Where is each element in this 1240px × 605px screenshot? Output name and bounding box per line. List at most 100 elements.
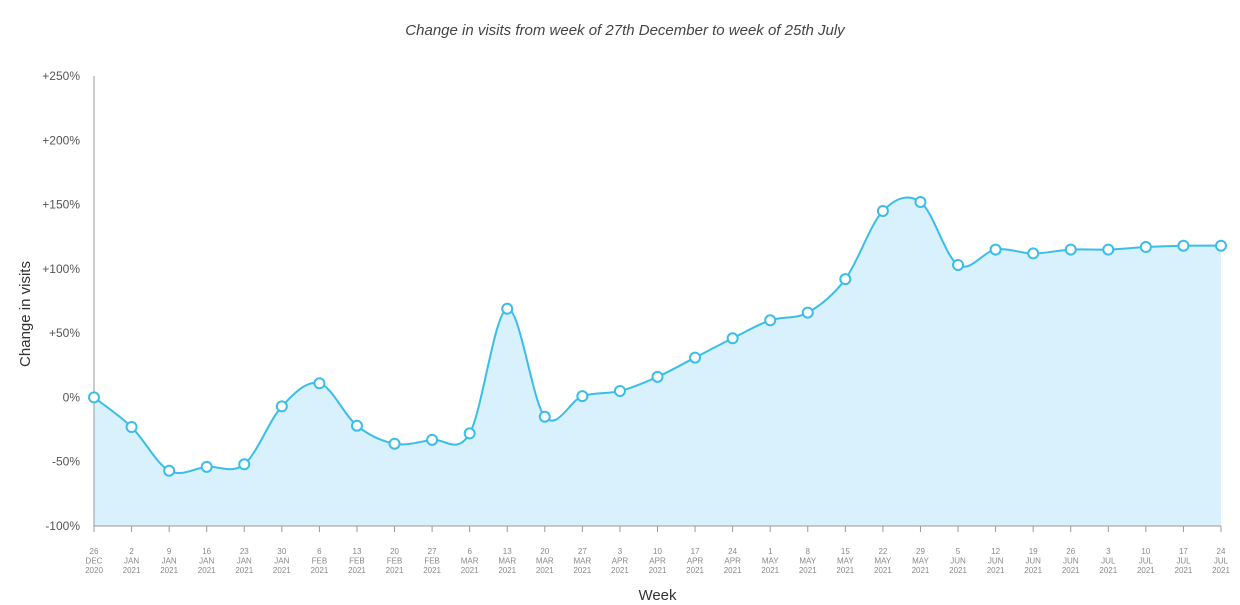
x-tick-label: 9 (167, 547, 172, 556)
x-tick-label: 2021 (1024, 566, 1042, 575)
x-tick-label: APR (612, 557, 629, 566)
x-tick-label: JAN (124, 557, 139, 566)
data-point (200, 460, 213, 473)
x-tick-label: JUN (950, 557, 966, 566)
x-tick-label: 2021 (273, 566, 291, 575)
chart-title: Change in visits from week of 27th Decem… (405, 22, 845, 39)
x-tick-label: 2021 (386, 566, 404, 575)
x-tick-label: 3 (1106, 547, 1111, 556)
x-tick-label: FEB (349, 557, 365, 566)
x-tick-label: 5 (956, 547, 961, 556)
x-tick-label: JAN (274, 557, 289, 566)
x-tick-label: 2021 (1137, 566, 1155, 575)
x-tick-label: 13 (503, 547, 512, 556)
x-tick-label: JUN (1025, 557, 1041, 566)
x-tick-label: JUN (988, 557, 1004, 566)
data-point (463, 427, 476, 440)
x-tick-label: 15 (841, 547, 850, 556)
data-point (914, 196, 927, 208)
data-point (876, 205, 889, 217)
x-tick-label: 2021 (912, 566, 930, 575)
x-axis-label: Week (638, 587, 677, 604)
x-tick-label: 2021 (1175, 566, 1193, 575)
x-tick-label: MAY (837, 557, 854, 566)
data-point (125, 421, 138, 433)
x-tick-label: 2021 (686, 566, 704, 575)
x-tick-label: 10 (1141, 547, 1150, 556)
x-tick-label: 2021 (949, 566, 967, 575)
x-tick-label: 2021 (123, 566, 141, 575)
x-tick-label: 2021 (498, 566, 516, 575)
x-tick-label: 2021 (198, 566, 216, 575)
x-tick-label: JAN (199, 557, 214, 566)
x-tick-label: APR (724, 557, 741, 566)
x-tick-label: 2021 (348, 566, 366, 575)
x-tick-label: 29 (916, 547, 925, 556)
x-tick-label: 6 (317, 547, 322, 556)
data-point (952, 259, 965, 271)
data-point (538, 410, 551, 423)
x-tick-label: 2021 (611, 566, 629, 575)
data-point (1215, 239, 1227, 252)
data-point (1027, 247, 1040, 260)
x-tick-label: FEB (387, 557, 403, 566)
x-tick-label: 2021 (761, 566, 779, 575)
data-point (313, 377, 326, 390)
x-tick-label: 2021 (649, 566, 667, 575)
data-point (839, 273, 852, 286)
x-tick-label: 30 (277, 547, 286, 556)
x-tick-label: 2021 (987, 566, 1005, 575)
x-tick-label: MAR (536, 557, 554, 566)
data-point (613, 385, 626, 397)
x-tick-label: 27 (428, 547, 437, 556)
data-point (238, 458, 251, 471)
data-point (989, 243, 1002, 256)
y-tick-label: +200% (42, 133, 80, 147)
y-tick-label: -50% (52, 455, 80, 469)
x-tick-label: JAN (237, 557, 252, 566)
data-point (726, 332, 739, 345)
x-tick-label: JUL (1176, 557, 1191, 566)
data-point (350, 419, 363, 432)
x-tick-label: MAR (573, 557, 591, 566)
data-point (801, 306, 814, 319)
y-tick-label: +100% (42, 262, 80, 276)
data-point (1177, 239, 1190, 252)
data-point (1064, 243, 1077, 256)
data-point (388, 437, 401, 450)
x-tick-label: 26 (1066, 547, 1075, 556)
y-axis-label: Change in visits (17, 261, 34, 367)
x-tick-label: FEB (312, 557, 328, 566)
x-tick-label: JAN (162, 557, 177, 566)
data-point (764, 314, 777, 327)
x-tick-label: APR (649, 557, 666, 566)
x-tick-label: 2021 (423, 566, 441, 575)
x-tick-label: 17 (691, 547, 700, 556)
x-tick-label: JUL (1139, 557, 1154, 566)
x-tick-label: MAY (912, 557, 929, 566)
y-tick-label: +250% (42, 69, 80, 83)
data-point (163, 464, 176, 477)
y-tick-label: 0% (63, 390, 81, 404)
x-tick-label: APR (687, 557, 704, 566)
x-tick-label: 24 (728, 547, 737, 556)
data-point (275, 400, 288, 413)
y-tick-label: +150% (42, 198, 80, 212)
x-tick-label: 17 (1179, 547, 1188, 556)
data-point (501, 302, 514, 315)
data-point (576, 390, 589, 403)
x-tick-label: 2021 (160, 566, 178, 575)
x-tick-label: MAY (875, 557, 892, 566)
x-tick-label: 6 (467, 547, 472, 556)
x-tick-label: 2021 (724, 566, 742, 575)
x-tick-label: 2021 (461, 566, 479, 575)
x-tick-label: 2021 (799, 566, 817, 575)
x-tick-label: 2020 (85, 566, 103, 575)
x-tick-label: 2021 (1062, 566, 1080, 575)
x-tick-label: 12 (991, 547, 1000, 556)
x-tick-label: DEC (86, 557, 103, 566)
x-tick-label: JUL (1214, 557, 1229, 566)
x-tick-label: 2021 (836, 566, 854, 575)
x-tick-label: MAY (762, 557, 779, 566)
